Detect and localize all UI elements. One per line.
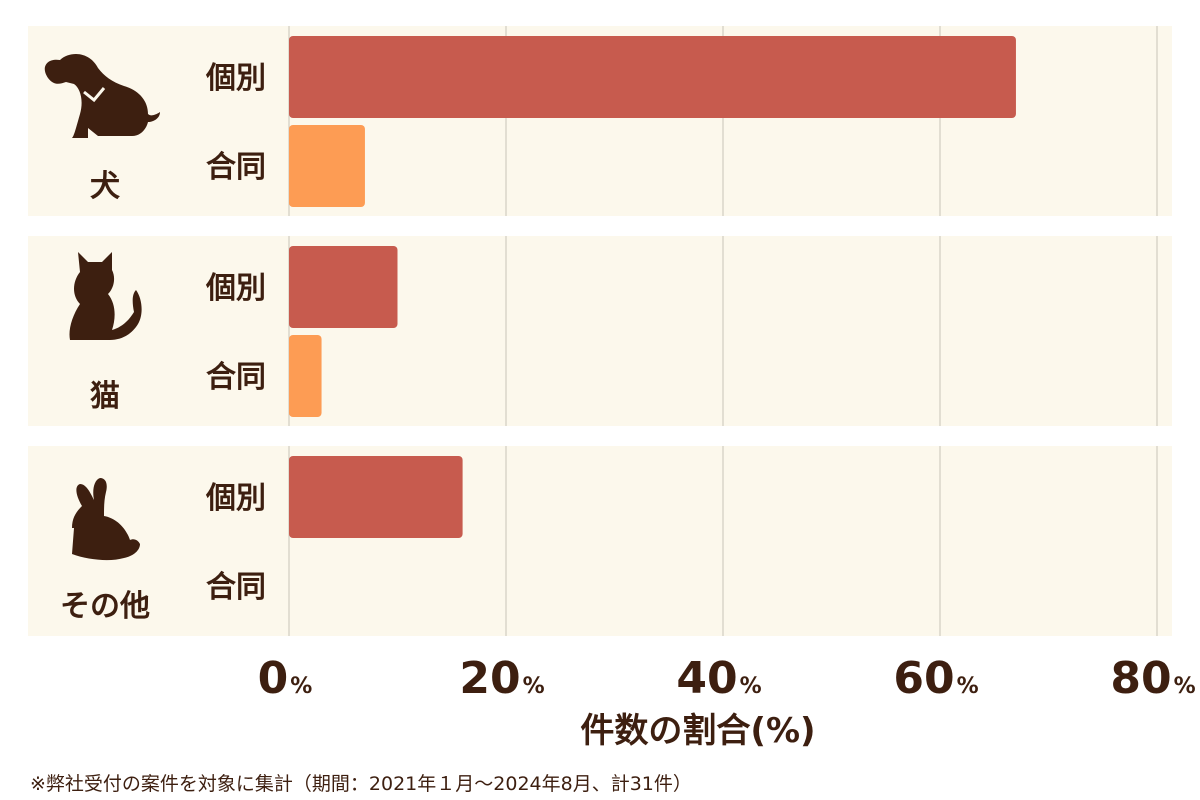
x-tick-label: 60% <box>893 653 978 704</box>
x-tick-label: 0% <box>258 653 313 704</box>
category-label: その他 <box>60 589 150 624</box>
series-label: 個別 <box>205 481 266 516</box>
series-label: 個別 <box>205 271 266 306</box>
x-axis-title: 件数の割合(%) <box>580 711 815 751</box>
dog-icon <box>44 54 160 138</box>
category-icons <box>44 54 160 561</box>
category-label: 猫 <box>90 379 120 414</box>
cat-icon <box>69 252 142 340</box>
rabbit-icon <box>72 478 140 561</box>
x-tick-label: 20% <box>459 653 544 704</box>
bars <box>289 36 1016 538</box>
bar <box>289 335 322 417</box>
category-label: 犬 <box>90 169 120 204</box>
bar <box>289 125 365 207</box>
series-label: 個別 <box>205 61 266 96</box>
bar <box>289 246 398 328</box>
series-label: 合同 <box>206 150 266 185</box>
dog-collar <box>83 87 106 103</box>
x-tick-label: 80% <box>1110 653 1195 704</box>
x-axis-ticks: 0% 20% 40% 60% 80% <box>258 653 1196 704</box>
x-tick-label: 40% <box>676 653 761 704</box>
footnote: ※弊社受付の案件を対象に集計（期間：2021年１月〜2024年8月、計31件） <box>30 773 692 795</box>
category-panel <box>28 446 1172 636</box>
series-label: 合同 <box>206 570 266 605</box>
bar <box>289 36 1016 118</box>
category-panel <box>28 236 1172 426</box>
series-label: 合同 <box>206 360 266 395</box>
bar <box>289 456 463 538</box>
